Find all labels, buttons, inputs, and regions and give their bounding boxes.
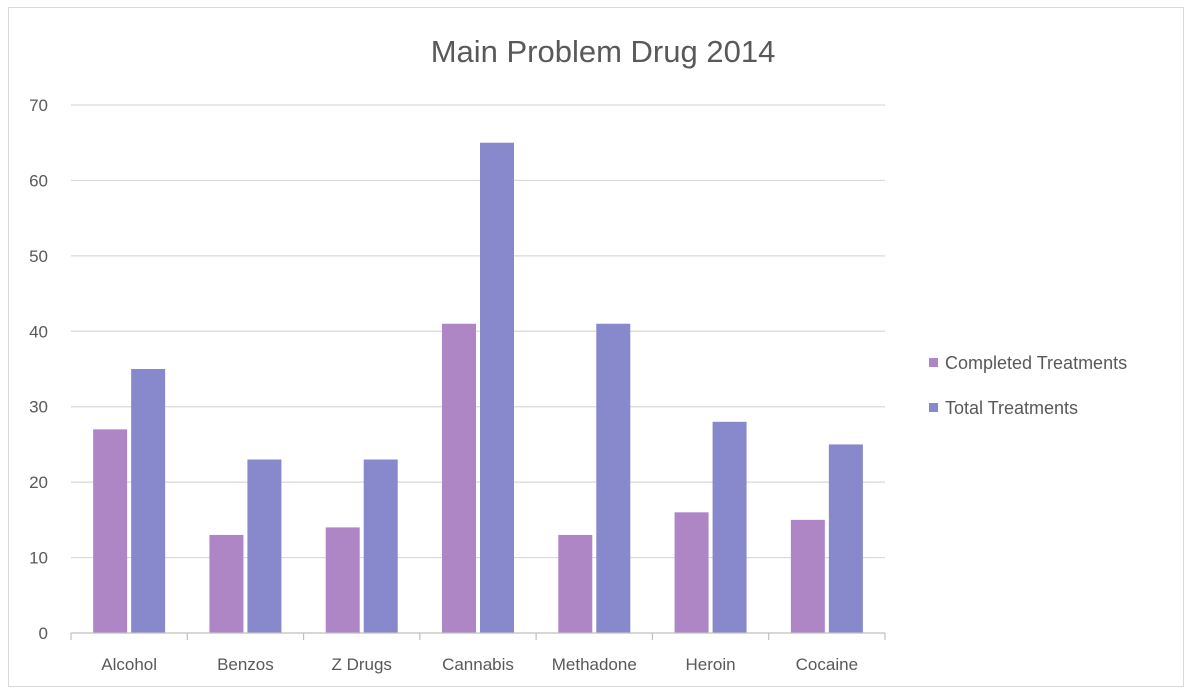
chart-title: Main Problem Drug 2014 — [431, 34, 776, 69]
x-tick-label: Benzos — [217, 655, 274, 674]
y-tick-label: 30 — [29, 398, 48, 417]
gridlines — [71, 105, 885, 558]
y-axis-ticks: 0 10 20 30 40 50 60 70 — [29, 96, 48, 643]
bar-completed-treatments — [442, 324, 476, 633]
y-tick-label: 70 — [29, 96, 48, 115]
x-tick-label: Alcohol — [101, 655, 157, 674]
y-tick-label: 50 — [29, 247, 48, 266]
bar-total-treatments — [480, 143, 514, 633]
bar-completed-treatments — [791, 520, 825, 633]
y-tick-label: 60 — [29, 171, 48, 190]
x-tick-label: Cocaine — [796, 655, 858, 674]
bar-total-treatments — [596, 324, 630, 633]
legend-label: Total Treatments — [945, 398, 1078, 418]
y-tick-label: 10 — [29, 549, 48, 568]
bar-total-treatments — [131, 369, 165, 633]
bar-total-treatments — [829, 444, 863, 633]
bar-completed-treatments — [675, 512, 709, 633]
bar-total-treatments — [364, 460, 398, 633]
legend-label: Completed Treatments — [945, 353, 1127, 373]
bar-completed-treatments — [558, 535, 592, 633]
legend-swatch — [929, 358, 938, 367]
x-axis-ticks: Alcohol Benzos Z Drugs Cannabis Methadone Her… — [71, 633, 885, 674]
bar-total-treatments — [247, 460, 281, 633]
x-tick-label: Cannabis — [442, 655, 514, 674]
bar-completed-treatments — [93, 429, 127, 633]
bars — [93, 143, 863, 633]
x-tick-label: Heroin — [686, 655, 736, 674]
y-tick-label: 40 — [29, 322, 48, 341]
x-tick-label: Z Drugs — [331, 655, 391, 674]
y-tick-label: 0 — [39, 624, 48, 643]
bar-completed-treatments — [209, 535, 243, 633]
bar-total-treatments — [713, 422, 747, 633]
legend-swatch — [929, 403, 938, 412]
x-tick-label: Methadone — [552, 655, 637, 674]
legend: Completed Treatments Total Treatments — [929, 353, 1127, 418]
bar-completed-treatments — [326, 527, 360, 633]
y-tick-label: 20 — [29, 473, 48, 492]
